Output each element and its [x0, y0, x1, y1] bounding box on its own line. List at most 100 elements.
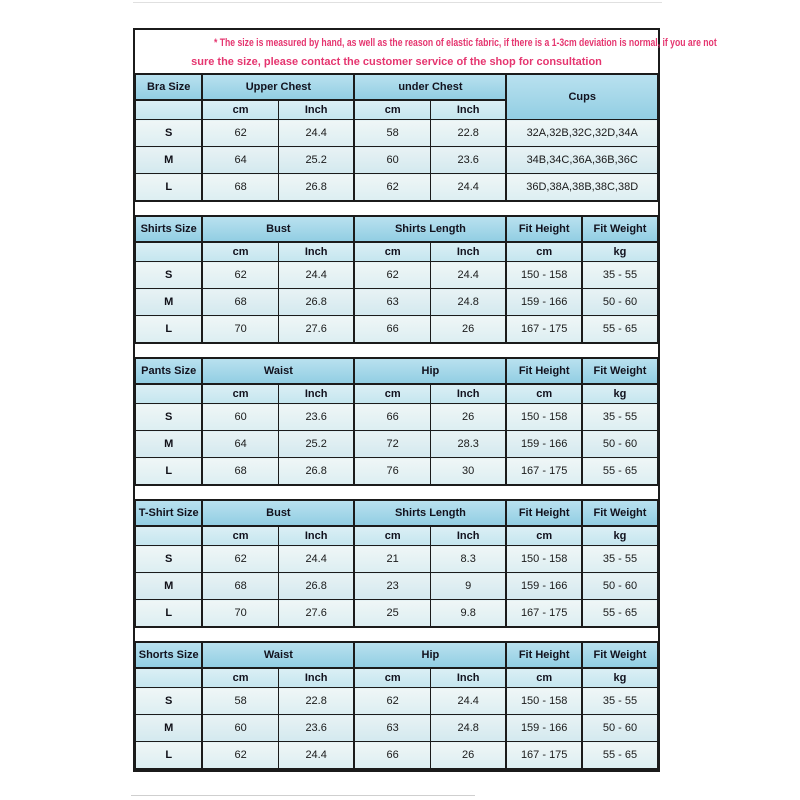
value-cell: 23.6 [277, 403, 355, 431]
value-cell: 35 - 55 [580, 261, 658, 289]
value-cell: 64 [201, 430, 279, 458]
value-cell: 167 - 175 [505, 457, 583, 486]
value-cell: 35 - 55 [580, 403, 658, 431]
value-cell: 25.2 [277, 430, 355, 458]
unit-header: cm [353, 525, 431, 546]
column-header-fit-height: Fit Height [505, 357, 583, 385]
value-cell: 34B,34C,36A,36B,36C [505, 146, 659, 174]
value-cell: 26.8 [277, 457, 355, 486]
value-cell: 24.4 [429, 687, 507, 715]
size-row-m: M 60 23.6 63 24.8 159 - 166 50 - 60 [135, 714, 658, 742]
column-header-shorts-size: Shorts Size [135, 641, 203, 669]
unit-header: kg [580, 525, 658, 546]
column-header-bust: Bust [201, 499, 355, 527]
value-cell: 62 [201, 741, 279, 770]
column-header-waist: Waist [201, 357, 355, 385]
size-chart-panel: * The size is measured by hand, as well … [133, 28, 717, 772]
value-cell: 150 - 158 [505, 261, 583, 289]
size-row-m: M 68 26.8 63 24.8 159 - 166 50 - 60 [135, 288, 658, 316]
size-row-s: S 58 22.8 62 24.4 150 - 158 35 - 55 [135, 687, 658, 715]
column-header-fit-weight: Fit Weight [580, 357, 658, 385]
value-cell: 26.8 [277, 572, 355, 600]
value-cell: 159 - 166 [505, 288, 583, 316]
size-table-shorts: Shorts Size Waist Hip Fit Height Fit Weight c… [135, 641, 658, 770]
unit-header: cm [353, 99, 431, 120]
value-cell: 27.6 [277, 315, 355, 344]
column-header-fit-height: Fit Height [505, 215, 583, 243]
top-divider-line [133, 2, 662, 3]
value-cell: 22.8 [277, 687, 355, 715]
note-line-2: sure the size, please contact the custom… [191, 56, 602, 68]
value-cell: 159 - 166 [505, 572, 583, 600]
unit-header: Inch [429, 99, 507, 120]
unit-header: cm [201, 525, 279, 546]
column-header-fit-height: Fit Height [505, 499, 583, 527]
bottom-divider-line [131, 795, 475, 796]
size-row-l: L 62 24.4 66 26 167 - 175 55 - 65 [135, 741, 658, 770]
value-cell: 64 [201, 146, 279, 174]
unit-header: kg [580, 383, 658, 404]
measurement-note: * The size is measured by hand, as well … [135, 30, 717, 73]
subheader-row: cm Inch cm Inch cm kg [135, 383, 658, 404]
value-cell: 62 [353, 687, 431, 715]
value-cell: 25 [353, 599, 431, 628]
value-cell: 22.8 [429, 119, 507, 147]
value-cell: 68 [201, 288, 279, 316]
unit-header: Inch [429, 525, 507, 546]
header-row: Pants Size Waist Hip Fit Height Fit Weight [135, 357, 658, 385]
subheader-empty-cell [135, 241, 203, 262]
unit-header: Inch [277, 525, 355, 546]
value-cell: 62 [201, 545, 279, 573]
value-cell: 8.3 [429, 545, 507, 573]
size-cell: L [135, 457, 203, 486]
header-row: Shirts Size Bust Shirts Length Fit Height Fi… [135, 215, 658, 243]
unit-header: Inch [429, 383, 507, 404]
column-header-bust: Bust [201, 215, 355, 243]
value-cell: 32A,32B,32C,32D,34A [505, 119, 659, 147]
column-header-fit-height: Fit Height [505, 641, 583, 669]
subheader-row: cm Inch cm Inch cm kg [135, 667, 658, 688]
value-cell: 63 [353, 714, 431, 742]
size-cell: M [135, 572, 203, 600]
value-cell: 26.8 [277, 288, 355, 316]
value-cell: 24.4 [277, 261, 355, 289]
size-row-l: L 70 27.6 25 9.8 167 - 175 55 - 65 [135, 599, 658, 628]
value-cell: 62 [201, 261, 279, 289]
subheader-row: cm Inch cm Inch cm kg [135, 525, 658, 546]
value-cell: 50 - 60 [580, 430, 658, 458]
unit-header: Inch [429, 241, 507, 262]
value-cell: 30 [429, 457, 507, 486]
header-row: Shorts Size Waist Hip Fit Height Fit Weight [135, 641, 658, 669]
value-cell: 24.8 [429, 714, 507, 742]
size-row-l: L 70 27.6 66 26 167 - 175 55 - 65 [135, 315, 658, 344]
size-row-s: S 62 24.4 58 22.8 32A,32B,32C,32D,34A [135, 119, 659, 147]
subheader-empty-cell [135, 525, 203, 546]
value-cell: 58 [353, 119, 431, 147]
column-header-under-chest: under Chest [353, 73, 507, 101]
size-cell: M [135, 288, 203, 316]
subheader-empty-cell [135, 667, 203, 688]
size-row-m: M 64 25.2 60 23.6 34B,34C,36A,36B,36C [135, 146, 659, 174]
value-cell: 28.3 [429, 430, 507, 458]
value-cell: 24.4 [429, 173, 507, 202]
value-cell: 66 [353, 741, 431, 770]
value-cell: 24.4 [277, 119, 355, 147]
unit-header: cm [353, 667, 431, 688]
unit-header: cm [201, 241, 279, 262]
table-gap [135, 628, 658, 641]
unit-header: Inch [277, 383, 355, 404]
value-cell: 23.6 [277, 714, 355, 742]
size-cell: L [135, 173, 203, 202]
size-cell: S [135, 261, 203, 289]
size-cell: L [135, 599, 203, 628]
size-cell: S [135, 687, 203, 715]
unit-header: cm [201, 99, 279, 120]
unit-header: cm [201, 667, 279, 688]
value-cell: 159 - 166 [505, 714, 583, 742]
unit-header: cm [505, 525, 583, 546]
value-cell: 60 [201, 714, 279, 742]
size-table-tshirt: T-Shirt Size Bust Shirts Length Fit Height F… [135, 499, 658, 628]
value-cell: 167 - 175 [505, 315, 583, 344]
value-cell: 24.4 [429, 261, 507, 289]
value-cell: 60 [353, 146, 431, 174]
